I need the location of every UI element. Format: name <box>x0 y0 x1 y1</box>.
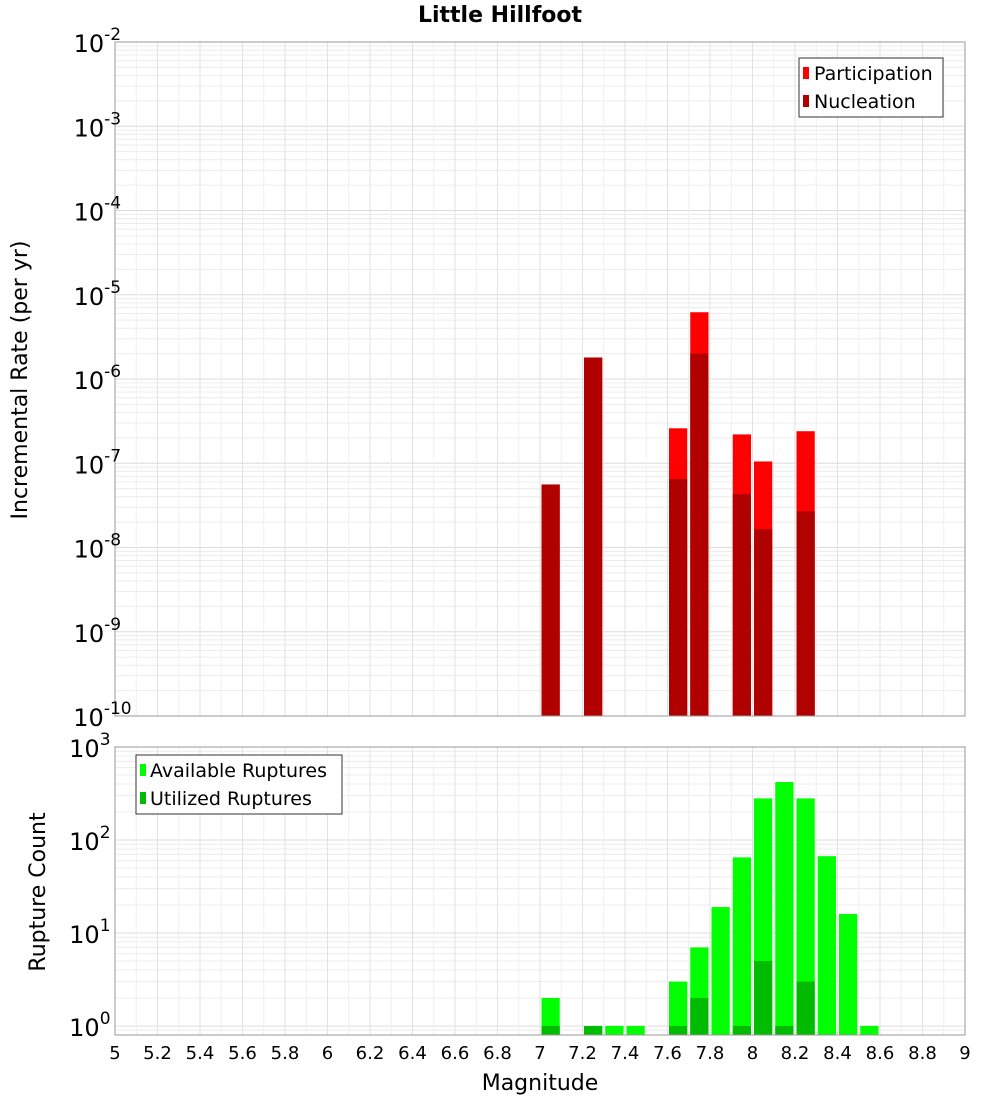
legend-box <box>798 57 944 118</box>
utilized-ruptures-bar <box>754 960 773 1035</box>
x-tick-label: 6.2 <box>356 1043 385 1064</box>
utilized-ruptures-bar <box>541 1025 560 1035</box>
x-tick-label: 8.4 <box>823 1043 852 1064</box>
available-ruptures-bar <box>541 997 560 1035</box>
legend-label: Utilized Ruptures <box>150 788 312 810</box>
x-tick-label: 7.6 <box>653 1043 682 1064</box>
available-ruptures-bar <box>839 914 858 1035</box>
nucleation-bar <box>732 494 751 716</box>
y-tick-label: 103 <box>69 730 110 763</box>
x-tick-label: 6 <box>322 1043 333 1064</box>
legend-swatch <box>140 764 146 776</box>
legend-label: Available Ruptures <box>150 760 327 782</box>
available-ruptures-bar <box>775 782 794 1035</box>
y-tick-label: 10-8 <box>74 531 122 564</box>
legend-swatch <box>140 792 146 804</box>
available-ruptures-bar <box>626 1025 645 1035</box>
utilized-ruptures-bar <box>690 997 709 1035</box>
x-tick-label: 5 <box>109 1043 120 1064</box>
available-ruptures-bar <box>711 907 730 1035</box>
x-tick-label: 5.4 <box>186 1043 215 1064</box>
available-ruptures-bar <box>817 856 836 1035</box>
x-axis-label: Magnitude <box>482 1071 599 1096</box>
y-tick-label: 10-4 <box>74 194 122 227</box>
y-tick-label: 10-6 <box>74 362 122 395</box>
x-tick-label: 8.8 <box>908 1043 937 1064</box>
y-tick-label: 100 <box>69 1009 110 1042</box>
x-tick-label: 7.4 <box>611 1043 640 1064</box>
available-ruptures-bar <box>732 857 751 1035</box>
x-tick-label: 7 <box>534 1043 545 1064</box>
y-tick-label: 10-5 <box>74 278 122 311</box>
available-ruptures-bar <box>605 1025 624 1035</box>
x-tick-label: 6.8 <box>483 1043 512 1064</box>
chart-title: Little Hillfoot <box>418 3 583 28</box>
legend-label: Nucleation <box>814 91 916 113</box>
x-tick-label: 7.8 <box>696 1043 725 1064</box>
y-tick-label: 101 <box>69 916 110 949</box>
available-ruptures-bar <box>669 981 688 1035</box>
x-tick-label: 6.6 <box>441 1043 470 1064</box>
x-tick-label: 5.2 <box>143 1043 172 1064</box>
x-tick-label: 5.8 <box>271 1043 300 1064</box>
x-tick-label: 8.6 <box>866 1043 895 1064</box>
legend-label: Participation <box>814 63 933 85</box>
nucleation-bar <box>584 357 603 716</box>
x-tick-label: 6.4 <box>398 1043 427 1064</box>
utilized-ruptures-bar <box>732 1025 751 1035</box>
utilized-ruptures-bar <box>669 1025 688 1035</box>
nucleation-bar <box>796 511 815 716</box>
nucleation-bar <box>754 529 773 716</box>
plot-area-frame <box>114 746 966 1036</box>
x-tick-label: 8.2 <box>781 1043 810 1064</box>
x-tick-label: 8 <box>747 1043 758 1064</box>
x-tick-label: 7.2 <box>568 1043 597 1064</box>
x-tick-label: 9 <box>959 1043 970 1064</box>
nucleation-bar <box>690 353 709 716</box>
x-tick-label: 5.6 <box>228 1043 257 1064</box>
utilized-ruptures-bar <box>796 981 815 1035</box>
legend-swatch <box>803 67 809 79</box>
utilized-ruptures-bar <box>775 1025 794 1035</box>
y-tick-label: 10-3 <box>74 109 122 142</box>
available-ruptures-bar <box>860 1025 879 1035</box>
legend-swatch <box>803 95 809 107</box>
y-axis-label: Incremental Rate (per yr) <box>8 241 33 520</box>
y-tick-label: 10-2 <box>74 25 122 58</box>
y-tick-label: 10-10 <box>73 699 131 732</box>
y-tick-label: 102 <box>69 823 110 856</box>
legend-box <box>135 754 343 815</box>
nucleation-bar <box>541 484 560 716</box>
y-tick-label: 10-7 <box>74 446 122 479</box>
y-tick-label: 10-9 <box>74 615 122 648</box>
utilized-ruptures-bar <box>584 1025 603 1035</box>
nucleation-bar <box>669 479 688 716</box>
y-axis-label: Rupture Count <box>26 812 51 972</box>
plot-area-frame <box>114 41 966 717</box>
available-ruptures-bar <box>796 798 815 1035</box>
